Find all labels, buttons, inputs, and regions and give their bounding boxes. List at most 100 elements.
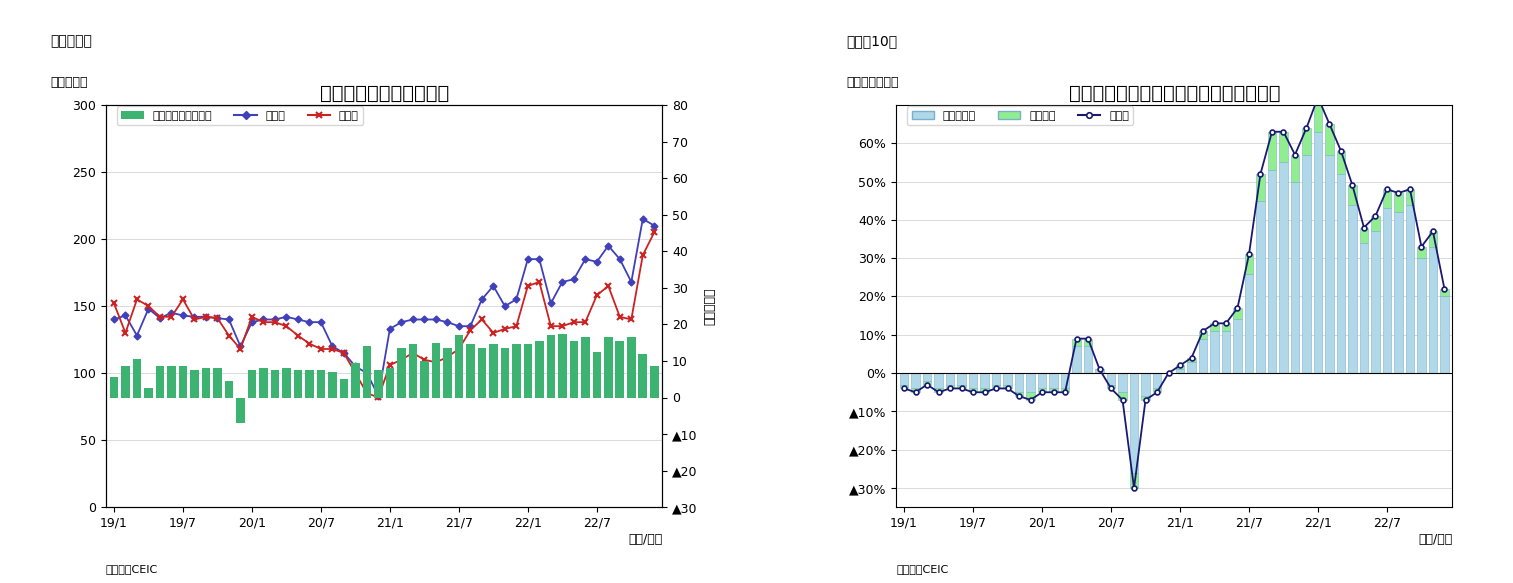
Bar	[1188, 361, 1195, 373]
Bar	[179, 367, 188, 398]
Bar	[1291, 154, 1300, 181]
Bar	[1130, 373, 1138, 473]
Bar	[133, 359, 141, 398]
Bar	[511, 345, 520, 398]
Bar	[1118, 392, 1127, 400]
Bar	[1440, 289, 1449, 297]
Text: （前年同月比）: （前年同月比）	[846, 76, 899, 89]
Bar	[1198, 339, 1207, 373]
Bar	[958, 385, 965, 388]
Bar	[1038, 373, 1047, 388]
Bar	[1303, 128, 1310, 154]
Bar	[946, 385, 955, 388]
Bar	[201, 368, 210, 398]
Bar	[1118, 373, 1127, 392]
Bar	[911, 373, 920, 388]
Bar	[911, 388, 920, 392]
Bar	[409, 345, 418, 398]
Bar	[616, 341, 625, 398]
Bar	[991, 373, 1000, 385]
Bar	[1083, 339, 1092, 346]
Bar	[1073, 346, 1080, 373]
Text: （資料）CEIC: （資料）CEIC	[896, 564, 949, 574]
Bar	[191, 370, 198, 398]
Bar	[443, 348, 452, 398]
Bar	[1026, 392, 1035, 400]
Bar	[1336, 151, 1345, 174]
Bar	[546, 335, 555, 398]
Bar	[1256, 201, 1265, 373]
Bar	[1383, 208, 1392, 373]
Text: （億ドル）: （億ドル）	[50, 76, 88, 89]
Bar	[1038, 388, 1047, 392]
Bar	[1188, 358, 1195, 361]
Bar	[213, 368, 222, 398]
Bar	[934, 388, 943, 392]
Bar	[593, 352, 601, 398]
Bar	[1371, 231, 1380, 373]
Bar	[1406, 205, 1415, 373]
Bar	[1418, 258, 1425, 373]
Bar	[281, 368, 290, 398]
Bar	[1221, 324, 1230, 331]
Title: インドネシア　貿易収支: インドネシア 貿易収支	[319, 85, 449, 103]
Bar	[1278, 132, 1288, 163]
Bar	[1371, 216, 1380, 231]
Bar	[1130, 473, 1138, 488]
Bar	[1418, 247, 1425, 258]
Bar	[1176, 366, 1185, 369]
Bar	[259, 368, 268, 398]
Bar	[248, 370, 256, 398]
Bar	[1268, 170, 1277, 373]
Bar	[1106, 385, 1115, 388]
Bar	[1073, 339, 1080, 346]
Bar	[1336, 174, 1345, 373]
Bar	[1406, 189, 1415, 205]
Bar	[1325, 154, 1334, 373]
Bar	[1141, 396, 1150, 400]
Bar	[923, 381, 932, 385]
Text: （図表９）: （図表９）	[50, 34, 92, 48]
Bar	[1348, 185, 1357, 205]
Bar	[1325, 124, 1334, 154]
Bar	[1210, 324, 1219, 331]
Bar	[1256, 174, 1265, 201]
Bar	[386, 368, 395, 398]
Bar	[1095, 369, 1104, 373]
Bar	[121, 367, 130, 398]
Bar	[1210, 331, 1219, 373]
Bar	[236, 398, 245, 423]
Bar	[144, 388, 153, 398]
Bar	[1393, 212, 1403, 373]
Bar	[1221, 331, 1230, 373]
Bar	[466, 345, 475, 398]
Bar	[900, 373, 908, 385]
Bar	[1291, 181, 1300, 373]
Bar	[1153, 373, 1162, 388]
Bar	[991, 385, 1000, 388]
Bar	[271, 370, 280, 398]
Bar	[1360, 243, 1368, 373]
Bar	[1348, 205, 1357, 373]
Bar	[1015, 373, 1023, 392]
Bar	[166, 367, 176, 398]
Bar	[316, 370, 325, 398]
Bar	[109, 377, 118, 398]
Bar	[980, 388, 990, 392]
Bar	[1049, 373, 1058, 388]
Bar	[651, 367, 658, 398]
Bar	[351, 363, 360, 398]
X-axis label: （年/月）: （年/月）	[628, 533, 663, 546]
Bar	[294, 370, 303, 398]
Bar	[1083, 346, 1092, 373]
Legend: 貿易収支（右目盛）, 輸出額, 輸入額: 貿易収支（右目盛）, 輸出額, 輸入額	[117, 107, 363, 125]
Bar	[1061, 388, 1070, 392]
Bar	[454, 335, 463, 398]
Bar	[923, 373, 932, 381]
Bar	[1176, 369, 1185, 373]
Bar	[638, 354, 648, 398]
Bar	[1303, 154, 1310, 373]
Bar	[1049, 388, 1058, 392]
Bar	[1428, 231, 1437, 247]
Bar	[1198, 331, 1207, 339]
